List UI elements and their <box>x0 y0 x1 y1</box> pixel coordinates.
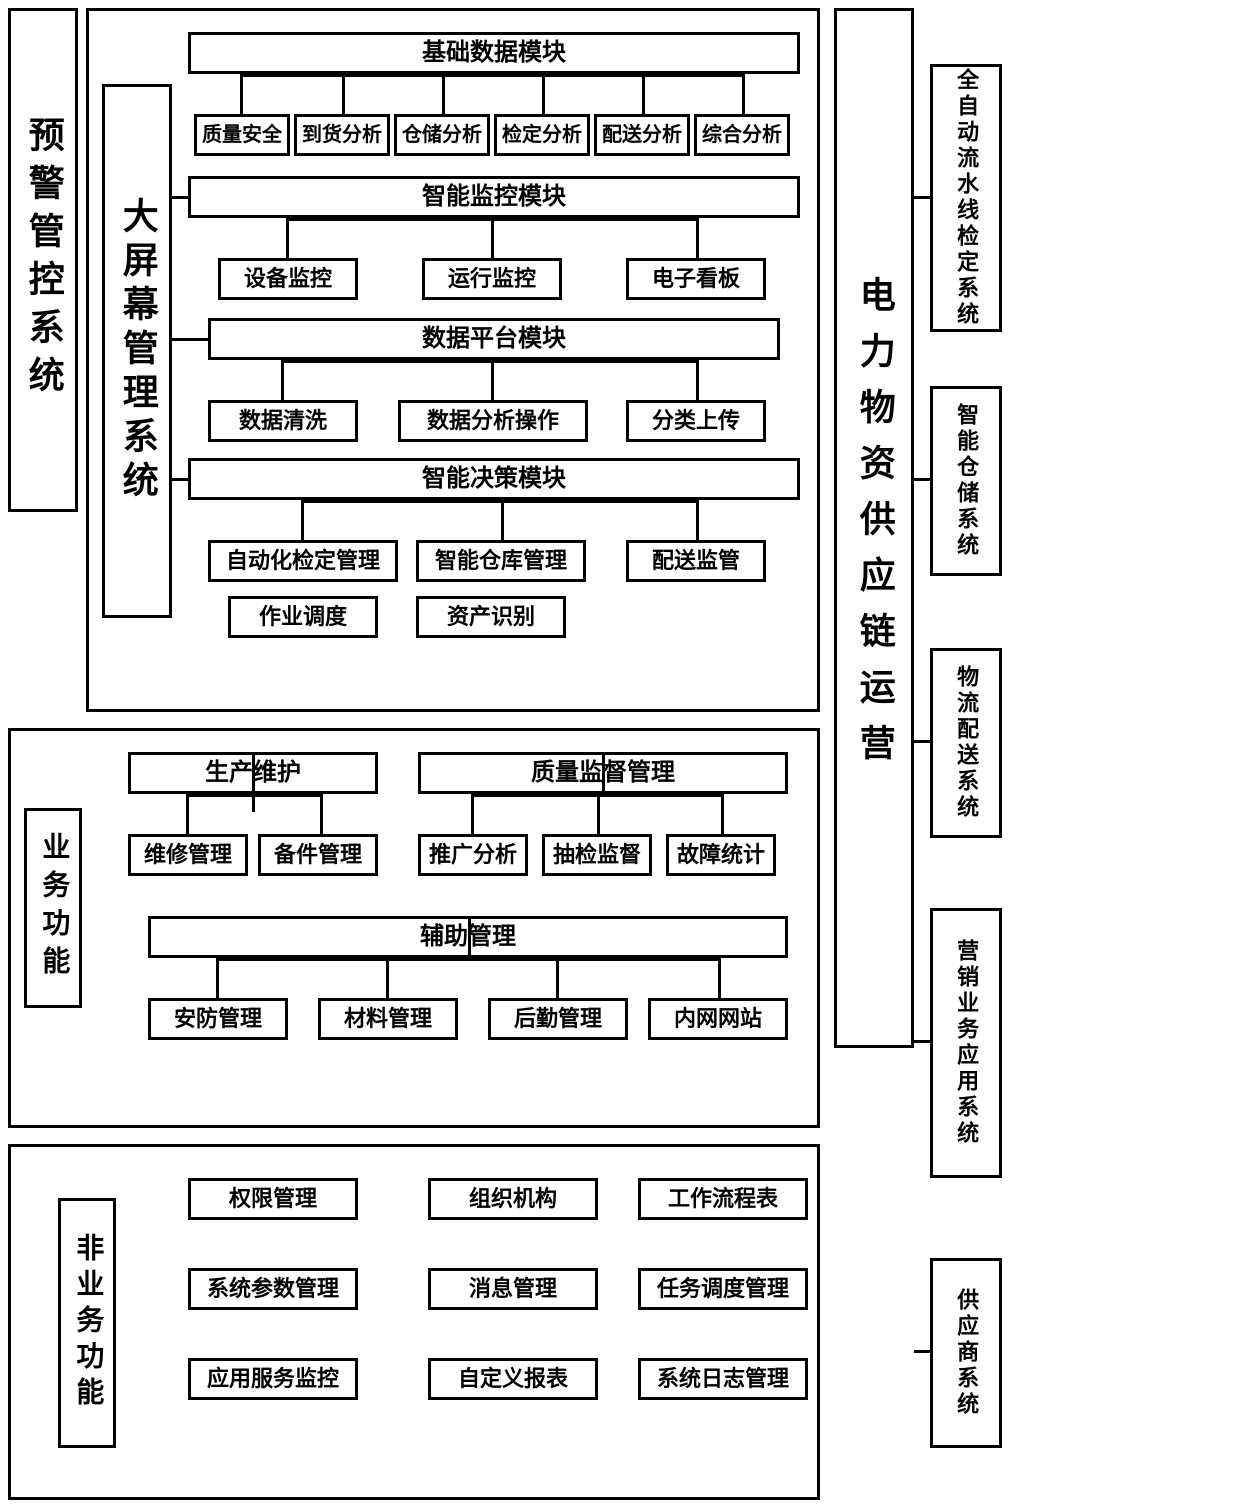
box-nb-tasksched: 任务调度管理 <box>638 1268 808 1310</box>
vbox-ext-supplier: 供应商系统 <box>930 1258 1002 1448</box>
connector-line <box>471 794 474 834</box>
vbox-big-screen: 大屏幕管理系统 <box>102 84 172 618</box>
connector-line <box>301 500 304 540</box>
diagram-canvas: 预警管控系统 大屏幕管理系统 电力物资供应链运营 业务功能 非业务功能 全自动流… <box>8 8 1232 1504</box>
connector-line <box>301 500 696 503</box>
connector-line <box>216 958 219 998</box>
box-nb-workflow: 工作流程表 <box>638 1178 808 1220</box>
box-mod-smart-decision: 智能决策模块 <box>188 458 800 500</box>
connector-line <box>914 1350 930 1353</box>
connector-line <box>914 196 930 199</box>
connector-line <box>491 218 494 258</box>
connector-line <box>471 794 721 797</box>
box-mod-smart-monitor: 智能监控模块 <box>188 176 800 218</box>
box-basic-storage: 仓储分析 <box>394 114 490 156</box>
box-dec-asset: 资产识别 <box>416 596 566 638</box>
connector-line <box>320 794 323 834</box>
box-aux-logistics: 后勤管理 <box>488 998 628 1040</box>
connector-line <box>216 958 718 961</box>
box-aux-intranet: 内网网站 <box>648 998 788 1040</box>
connector-line <box>742 74 745 114</box>
box-nb-sysparam: 系统参数管理 <box>188 1268 358 1310</box>
box-dec-auto-check: 自动化检定管理 <box>208 540 398 582</box>
box-biz-spotcheck: 抽检监督 <box>542 834 652 876</box>
box-mod-data-platform: 数据平台模块 <box>208 318 780 360</box>
box-dec-schedule: 作业调度 <box>228 596 378 638</box>
box-basic-check: 检定分析 <box>494 114 590 156</box>
box-nb-customrep: 自定义报表 <box>428 1358 598 1400</box>
connector-line <box>240 74 243 114</box>
connector-line <box>597 794 600 834</box>
connector-line <box>642 74 645 114</box>
box-biz-spare-mgmt: 备件管理 <box>258 834 378 876</box>
box-biz-promo: 推广分析 <box>418 834 528 876</box>
connector-line <box>172 478 188 481</box>
connector-line <box>252 794 255 812</box>
vbox-ext-auto-line: 全自动流水线检定系统 <box>930 64 1002 332</box>
box-nb-perm: 权限管理 <box>188 1178 358 1220</box>
vbox-supply-chain: 电力物资供应链运营 <box>834 8 914 1048</box>
connector-line <box>172 338 208 341</box>
box-biz-maint-mgmt: 维修管理 <box>128 834 248 876</box>
vbox-warning-system: 预警管控系统 <box>8 8 78 512</box>
connector-line <box>491 360 494 400</box>
box-dec-smart-wh: 智能仓库管理 <box>416 540 586 582</box>
box-nb-org: 组织机构 <box>428 1178 598 1220</box>
box-dp-upload: 分类上传 <box>626 400 766 442</box>
box-basic-arrival: 到货分析 <box>294 114 390 156</box>
connector-line <box>501 500 504 540</box>
connector-line <box>696 218 699 258</box>
box-basic-qa: 质量安全 <box>194 114 290 156</box>
vbox-ext-marketing: 营销业务应用系统 <box>930 908 1002 1178</box>
connector-line <box>602 752 605 794</box>
connector-line <box>542 74 545 114</box>
connector-line <box>240 74 745 77</box>
connector-line <box>696 360 699 400</box>
connector-line <box>342 74 345 114</box>
connector-line <box>386 958 389 998</box>
connector-line <box>186 794 189 834</box>
box-dec-delivery-sup: 配送监管 <box>626 540 766 582</box>
box-nb-appmon: 应用服务监控 <box>188 1358 358 1400</box>
connector-line <box>468 916 471 958</box>
connector-line <box>172 196 188 199</box>
vbox-ext-smart-storage: 智能仓储系统 <box>930 386 1002 576</box>
box-aux-security: 安防管理 <box>148 998 288 1040</box>
box-dp-clean: 数据清洗 <box>208 400 358 442</box>
connector-line <box>252 752 255 794</box>
connector-line <box>281 360 696 363</box>
connector-line <box>914 478 930 481</box>
vbox-biz-func: 业务功能 <box>24 808 82 1008</box>
box-basic-synth: 综合分析 <box>694 114 790 156</box>
connector-line <box>281 360 284 400</box>
box-mod-basic-data: 基础数据模块 <box>188 32 800 74</box>
box-nb-message: 消息管理 <box>428 1268 598 1310</box>
box-biz-fault: 故障统计 <box>666 834 776 876</box>
box-mon-device: 设备监控 <box>218 258 358 300</box>
box-aux-material: 材料管理 <box>318 998 458 1040</box>
connector-line <box>914 1040 930 1043</box>
box-mon-kanban: 电子看板 <box>626 258 766 300</box>
box-dp-analyze: 数据分析操作 <box>398 400 588 442</box>
vbox-nonbiz-func: 非业务功能 <box>58 1198 116 1448</box>
connector-line <box>914 740 930 743</box>
connector-line <box>442 74 445 114</box>
connector-line <box>721 794 724 834</box>
box-nb-syslog: 系统日志管理 <box>638 1358 808 1400</box>
connector-line <box>286 218 289 258</box>
connector-line <box>718 958 721 998</box>
connector-line <box>696 500 699 540</box>
vbox-ext-logistics: 物流配送系统 <box>930 648 1002 838</box>
connector-line <box>556 958 559 998</box>
box-mon-run: 运行监控 <box>422 258 562 300</box>
box-basic-delivery: 配送分析 <box>594 114 690 156</box>
